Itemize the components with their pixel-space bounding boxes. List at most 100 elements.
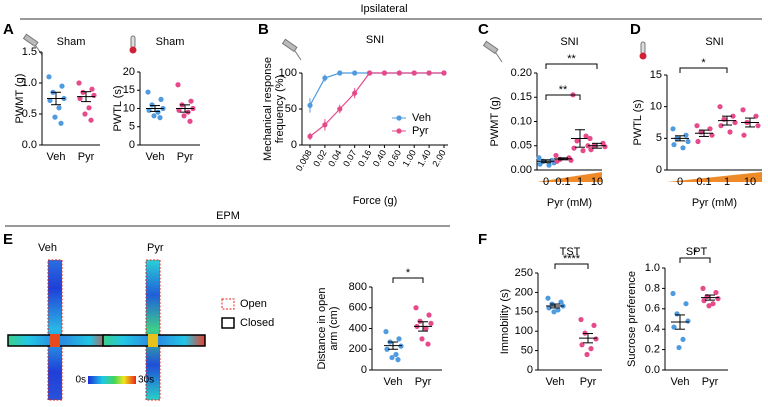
thermometer-icon (639, 41, 647, 60)
y-tick-label: 0.2 (645, 344, 660, 356)
colorbar-label: 0s (75, 375, 86, 386)
x-tick-label: 0.1 (555, 176, 570, 188)
data-point (175, 82, 181, 88)
data-point (721, 116, 727, 122)
y-tick-label: 0 (291, 139, 297, 151)
y-tick-label: 1.0 (22, 77, 37, 89)
group-label: Veh (38, 242, 57, 254)
legend-marker (396, 115, 402, 121)
data-point (86, 105, 92, 111)
legend-label: Pyr (412, 125, 429, 137)
data-point (551, 309, 557, 315)
x-tick-label: 0.40 (371, 148, 388, 168)
data-point (389, 354, 395, 361)
y-tick-label: 150 (515, 306, 533, 318)
data-point (671, 324, 677, 330)
y-tick-label: 0.0 (22, 139, 37, 151)
y-axis-label: Mechanical response (262, 57, 274, 161)
data-point (683, 132, 689, 138)
data-point (411, 70, 417, 76)
data-point (671, 142, 677, 148)
y-tick-label: 0.15 (511, 91, 532, 103)
x-tick-label: 0.16 (356, 148, 373, 168)
y-tick-label: 800 (349, 281, 367, 293)
x-tick-label: 1 (724, 176, 730, 188)
x-tick-label: 1.00 (401, 148, 418, 168)
data-point (584, 351, 590, 358)
data-point (710, 301, 716, 307)
chart-title: SNI (560, 36, 578, 48)
data-point (707, 126, 713, 132)
dose-wedge (667, 172, 762, 182)
significance-bracket (679, 257, 711, 263)
x-tick-label: 0.60 (386, 148, 403, 168)
panel-letter: D (630, 21, 641, 38)
data-point (413, 305, 419, 311)
significance-label: ** (559, 84, 568, 96)
y-tick-label: 0.8 (645, 282, 660, 294)
y-tick-label: 250 (515, 267, 533, 279)
data-point (571, 145, 577, 151)
data-point (352, 90, 358, 96)
chart-title: Sham (57, 36, 86, 48)
data-point (546, 305, 552, 311)
significance-bracket (545, 63, 598, 69)
x-tick-label: Pyr (177, 151, 194, 163)
panel-letter: C (478, 21, 489, 38)
colorbar (88, 376, 136, 384)
chart-title: SPT (686, 246, 708, 258)
legend-label: Veh (412, 112, 431, 124)
y-axis-label: PWTL (s) (112, 85, 124, 131)
data-point (423, 325, 429, 332)
data-point (176, 107, 182, 113)
data-point (381, 70, 388, 76)
y-axis-label: Immobility (s) (499, 289, 511, 354)
data-point (181, 113, 187, 119)
x-tick-label: 0 (543, 176, 549, 188)
data-point (47, 97, 53, 103)
significance-bracket (679, 67, 728, 73)
data-point (322, 75, 328, 81)
data-point (337, 106, 343, 112)
y-tick-label: 15 (650, 69, 662, 81)
y-tick-label: 5 (129, 121, 135, 133)
data-point (187, 118, 193, 124)
data-point (426, 312, 432, 318)
von-frey-icon (482, 40, 503, 63)
x-tick-label: 0.04 (326, 148, 343, 168)
x-tick-label: 0.1 (696, 176, 711, 188)
data-point (713, 289, 719, 296)
y-tick-label: 5 (656, 132, 662, 144)
y-axis-label: arm (cm) (328, 307, 340, 351)
legend-marker (396, 128, 402, 134)
data-point (730, 113, 736, 119)
legend-swatch (221, 317, 235, 329)
data-point (426, 70, 432, 76)
epm-title: EPM (216, 210, 240, 222)
y-tick-label: 0.6 (645, 303, 660, 315)
dose-wedge (537, 172, 602, 182)
data-point (76, 80, 82, 86)
data-point (337, 70, 343, 76)
y-tick-label: 0.05 (511, 140, 532, 152)
data-point (741, 132, 747, 138)
chart-title: SNI (366, 34, 384, 46)
data-point (46, 74, 52, 80)
data-point (602, 144, 608, 150)
panel-letter: B (258, 21, 269, 38)
data-point (680, 145, 686, 151)
data-point (676, 344, 682, 351)
panel-letter: A (3, 21, 14, 38)
thermometer-icon (129, 35, 137, 54)
header: Ipsilateral (360, 3, 407, 15)
y-axis-label: Sucrose preference (626, 271, 638, 367)
data-point (536, 155, 542, 161)
data-point (417, 318, 423, 324)
series-line (309, 72, 444, 137)
data-point (553, 152, 559, 159)
data-point (685, 318, 691, 324)
x-tick-label: 10 (744, 176, 756, 188)
epm-heatmap (7, 259, 111, 401)
x-tick-label: Veh (384, 376, 403, 388)
